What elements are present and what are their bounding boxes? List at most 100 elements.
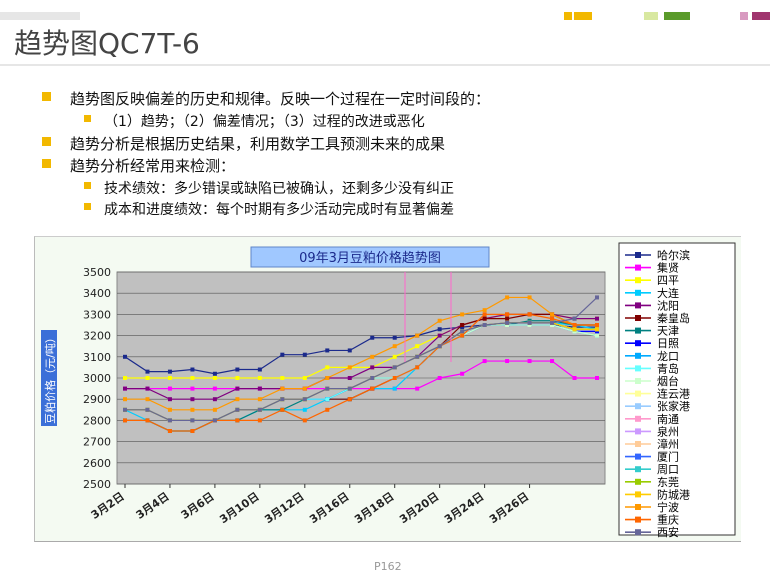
sub-bullet-square-icon [84,182,91,189]
data-point [302,407,307,412]
data-point [190,397,195,402]
series-line [125,313,597,432]
data-point [257,376,262,380]
sub-bullet-square-icon [84,115,91,122]
data-point [190,376,195,380]
data-point [550,359,555,364]
data-point [437,318,442,323]
data-point [595,323,599,327]
data-point [572,327,577,332]
header-deco-bar-gray [0,12,80,20]
data-point [280,352,285,357]
data-point [370,376,375,380]
legend-label: 漳州 [657,437,679,451]
data-point [460,312,465,317]
data-point [280,407,285,412]
data-point [482,316,487,321]
data-point [325,407,330,412]
data-point [595,325,599,330]
data-point [527,295,532,300]
data-point [123,386,127,391]
data-point [123,376,127,380]
header-deco-pink-1 [740,12,748,20]
data-point [415,344,420,349]
data-point [235,397,240,402]
y-tick-label: 3000 [83,372,111,385]
legend-marker [635,315,641,321]
data-point [370,335,375,340]
data-point [572,316,577,321]
bullet-3-sub-2-text: 成本和进度绩效：每个时期有多少活动完成时有显著偏差 [104,202,454,218]
data-point [595,316,599,321]
data-point [460,323,465,327]
data-point [415,354,420,359]
data-point [460,329,465,334]
data-point [325,376,330,380]
legend-label: 哈尔滨 [657,248,690,262]
data-point [212,418,217,423]
x-tick-label: 3月2日 [89,490,127,522]
legend-marker [635,327,641,334]
slide-title: 趋势图QC7T-6 [14,27,200,60]
data-point [572,323,577,327]
legend-label: 西安 [657,525,679,539]
data-point [505,316,510,321]
header-deco-pink-2 [752,12,770,20]
data-point [460,325,465,330]
data-point [167,376,172,380]
legend-marker [635,504,641,510]
data-point [235,407,240,412]
data-point [280,386,285,391]
data-point [123,397,127,402]
data-point [257,367,262,372]
data-point [145,376,150,380]
data-point [460,333,465,338]
data-point [505,312,510,317]
data-point [123,407,127,412]
y-tick-label: 2900 [83,393,111,406]
data-point [437,344,442,349]
legend-label: 厦门 [657,450,679,464]
header-deco-yellow-2 [574,12,592,20]
legend-marker [635,478,641,485]
data-point [482,323,487,327]
data-point [572,329,577,334]
data-point [190,367,195,372]
data-point [392,376,397,380]
y-tick-label: 2700 [83,436,111,449]
data-point [415,365,420,370]
chart-svg: 2500 2600 2700 2800 2900 3000 3100 3200 3300 3400… [41,242,736,539]
data-point [595,333,599,338]
legend-label: 秦皇岛 [657,311,690,325]
x-tick-label: 3月18日 [352,490,396,526]
bullet-3-text: 趋势分析经常用来检测： [70,157,236,175]
bullet-1-sub-1-text: （1）趋势；（2）偏差情况；（3）过程的改进或恶化 [104,114,425,130]
data-point [302,386,307,391]
legend-label: 重庆 [657,513,679,527]
data-point [550,320,555,325]
data-point [572,325,577,330]
data-point [460,371,465,376]
data-point [347,386,352,391]
x-tick-label: 3月26日 [487,490,531,526]
legend-marker [635,252,641,258]
legend-label: 烟台 [657,374,679,388]
data-point [505,320,510,325]
series-line [125,297,598,421]
data-point [347,397,352,402]
y-tick-label: 2800 [83,414,111,427]
data-point [370,365,375,370]
legend-marker [635,390,641,397]
data-point [595,376,599,380]
legend-marker [635,529,641,536]
data-point [527,312,532,317]
data-point [190,407,195,412]
legend-marker [635,277,641,284]
data-point [437,376,442,380]
legend-label: 周口 [657,463,679,476]
data-point [212,407,217,412]
data-point [437,333,442,338]
data-point [505,323,510,327]
data-point [302,397,307,402]
data-point [190,429,195,433]
